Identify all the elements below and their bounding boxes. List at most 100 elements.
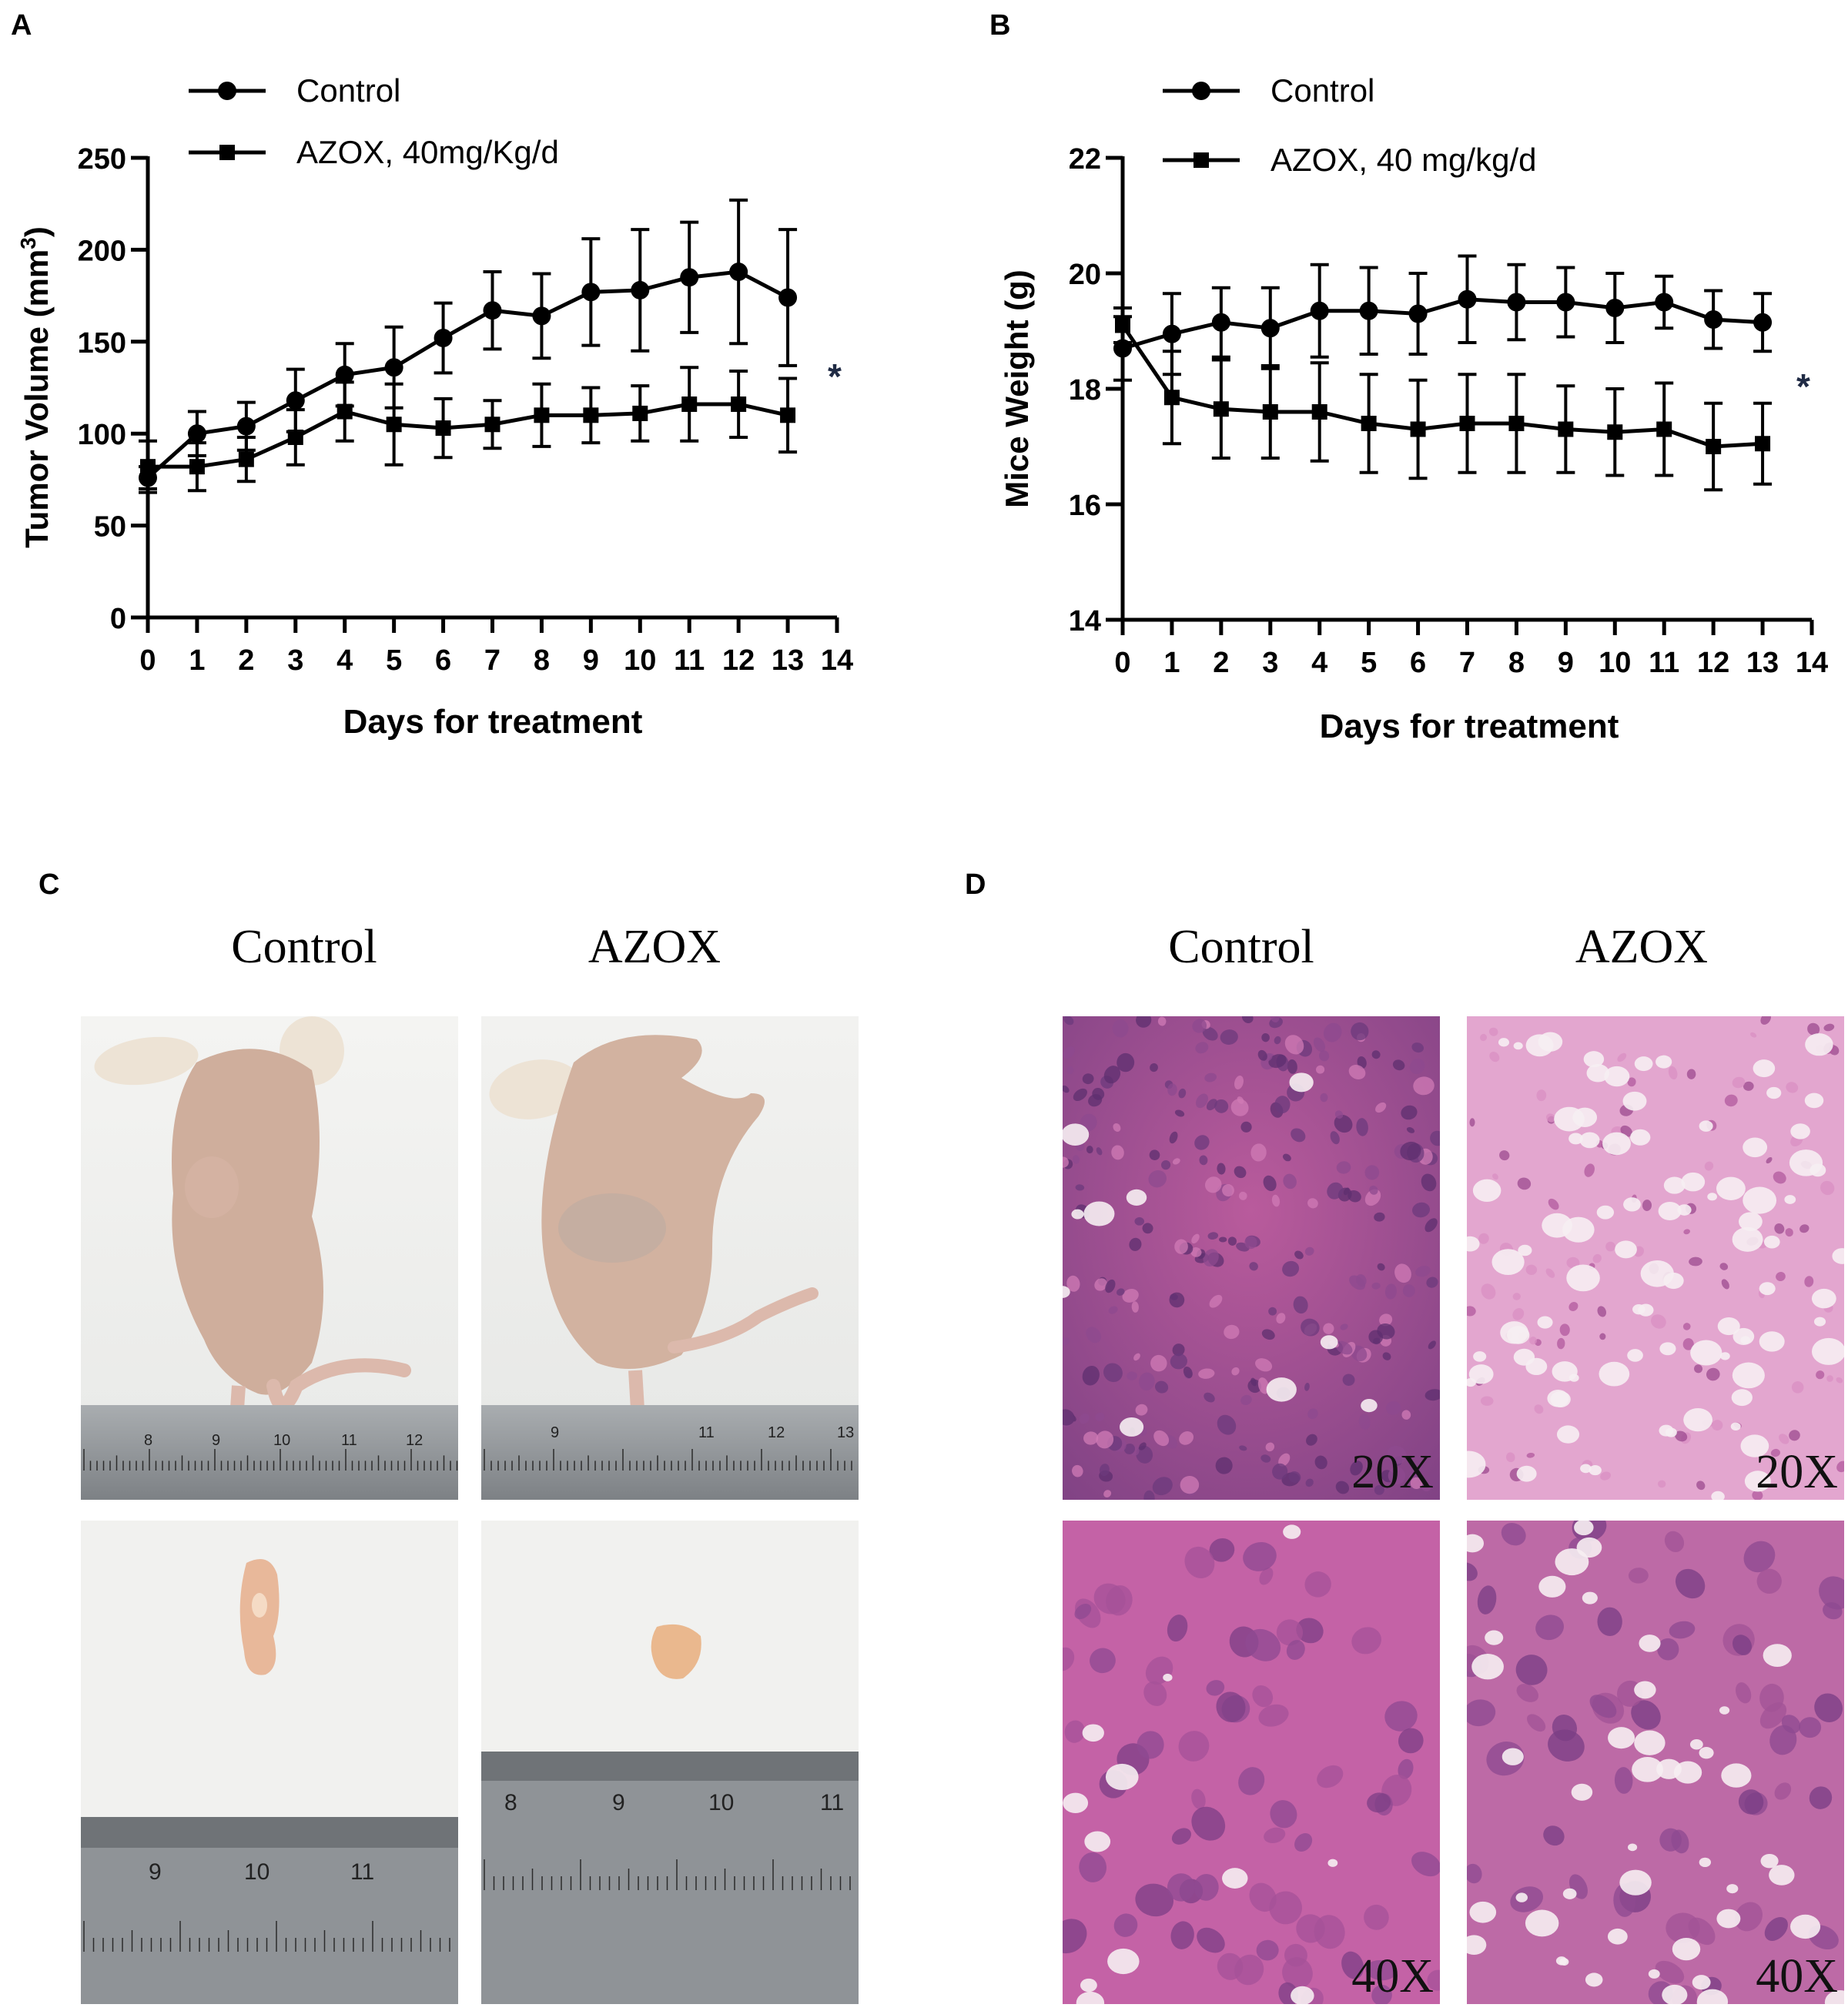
cell-nucleus (1804, 1276, 1814, 1287)
cell-nucleus (1207, 1232, 1219, 1240)
cell-nucleus (1323, 1323, 1334, 1334)
y-tick-label: 200 (78, 235, 126, 267)
cell-nucleus (1257, 1049, 1267, 1061)
cell-nucleus (1090, 1648, 1116, 1674)
cell-nucleus (1198, 1368, 1215, 1379)
cell-nucleus (1706, 1367, 1720, 1381)
cell-nucleus (1261, 1329, 1275, 1340)
cell-nucleus (1351, 1022, 1369, 1041)
cell-nucleus (1779, 1434, 1789, 1444)
vacuole (1690, 1340, 1722, 1366)
cell-nucleus (1820, 1180, 1835, 1196)
cell-nucleus (1238, 1191, 1247, 1200)
vacuole (1568, 1133, 1583, 1145)
x-tick-label: 9 (1558, 647, 1574, 679)
cell-nucleus (1099, 1464, 1110, 1477)
cell-nucleus (1823, 1023, 1835, 1032)
histology-control-20x: 20X (1063, 1016, 1440, 1500)
cell-nucleus (1501, 1523, 1526, 1546)
photo-mouse-control: 8 9 10 11 12 (81, 1016, 458, 1500)
cell-nucleus (1529, 1337, 1537, 1345)
cell-nucleus (1086, 1327, 1101, 1343)
vacuole (1222, 1868, 1248, 1889)
cell-nucleus (1568, 1301, 1578, 1312)
cell-nucleus (1469, 1118, 1475, 1127)
cell-nucleus (1276, 1313, 1286, 1324)
cell-nucleus (1557, 1337, 1565, 1350)
vacuole (1623, 1197, 1641, 1212)
cell-nucleus (1738, 1789, 1764, 1815)
cell-nucleus (1149, 1149, 1160, 1160)
data-point (1459, 416, 1475, 431)
cell-nucleus (1178, 1731, 1210, 1762)
cell-nucleus (1131, 1301, 1139, 1313)
cell-nucleus (1743, 1541, 1776, 1573)
cell-nucleus (1791, 1381, 1804, 1394)
data-point (1163, 390, 1180, 406)
y-tick-label: 16 (1069, 490, 1101, 522)
histology-azox-20x: 20X (1467, 1016, 1844, 1500)
panel-label-b: B (989, 9, 1011, 42)
cell-nucleus (1614, 1767, 1633, 1794)
cell-nucleus (1116, 1288, 1125, 1296)
cell-nucleus (1282, 1260, 1300, 1277)
cell-nucleus (1257, 1377, 1270, 1394)
cell-nucleus (1249, 1882, 1277, 1912)
x-tick-label: 14 (1796, 647, 1828, 679)
cell-nucleus (1260, 1454, 1271, 1463)
vacuole (1515, 1892, 1528, 1902)
vacuole (1555, 1548, 1589, 1576)
cell-nucleus (1250, 1377, 1257, 1387)
data-point (581, 283, 601, 302)
vacuole (1760, 1853, 1779, 1869)
cell-nucleus (1196, 1093, 1209, 1109)
cell-nucleus (1512, 1293, 1521, 1300)
cell-nucleus (1799, 1717, 1822, 1738)
ruler-label: 11 (698, 1424, 715, 1441)
vacuole (1467, 1534, 1485, 1553)
cell-nucleus (1122, 1289, 1139, 1303)
vacuole (1719, 1352, 1730, 1360)
cell-nucleus (1651, 1314, 1666, 1329)
cell-nucleus (1169, 1131, 1178, 1144)
data-point (484, 417, 500, 433)
cell-nucleus (1719, 1263, 1729, 1270)
cell-nucleus (1628, 1568, 1649, 1584)
vacuole (1583, 1051, 1605, 1068)
vacuole (1707, 1193, 1717, 1201)
cell-nucleus (1664, 1531, 1685, 1553)
vacuole (1579, 1132, 1600, 1149)
data-point (1605, 299, 1625, 317)
cell-nucleus (1282, 1153, 1291, 1162)
cell-nucleus (1287, 1059, 1297, 1074)
y-tick-label: 14 (1069, 605, 1101, 637)
cell-nucleus (1269, 1891, 1302, 1925)
vacuole (1743, 1186, 1777, 1214)
data-point (534, 407, 550, 423)
data-point (631, 280, 650, 299)
cell-nucleus (1157, 1016, 1167, 1026)
series-control (1113, 254, 1773, 382)
cell-nucleus (1304, 1246, 1314, 1256)
cell-nucleus (1392, 1059, 1405, 1071)
data-point (1458, 289, 1477, 309)
data-point (187, 424, 206, 443)
cell-nucleus (1238, 1767, 1265, 1795)
cell-nucleus (1371, 1984, 1392, 2004)
photo-tumor-control: 9 10 11 (81, 1521, 458, 2004)
cell-nucleus (1209, 1294, 1223, 1308)
vacuole (1063, 1123, 1090, 1146)
panel-label-a: A (11, 9, 32, 42)
cell-nucleus (1411, 1852, 1440, 1877)
cell-nucleus (1535, 1614, 1564, 1641)
vacuole (1648, 1969, 1660, 1979)
cell-nucleus (1377, 1263, 1385, 1271)
cell-nucleus (1826, 1375, 1833, 1382)
x-tick-label: 5 (386, 644, 402, 677)
vacuole (1468, 1364, 1494, 1384)
cell-nucleus (1307, 1408, 1318, 1420)
vacuole (1071, 1209, 1084, 1220)
legend-label: Control (296, 72, 400, 109)
cell-nucleus (1190, 1247, 1202, 1257)
cell-nucleus (1240, 1121, 1252, 1133)
